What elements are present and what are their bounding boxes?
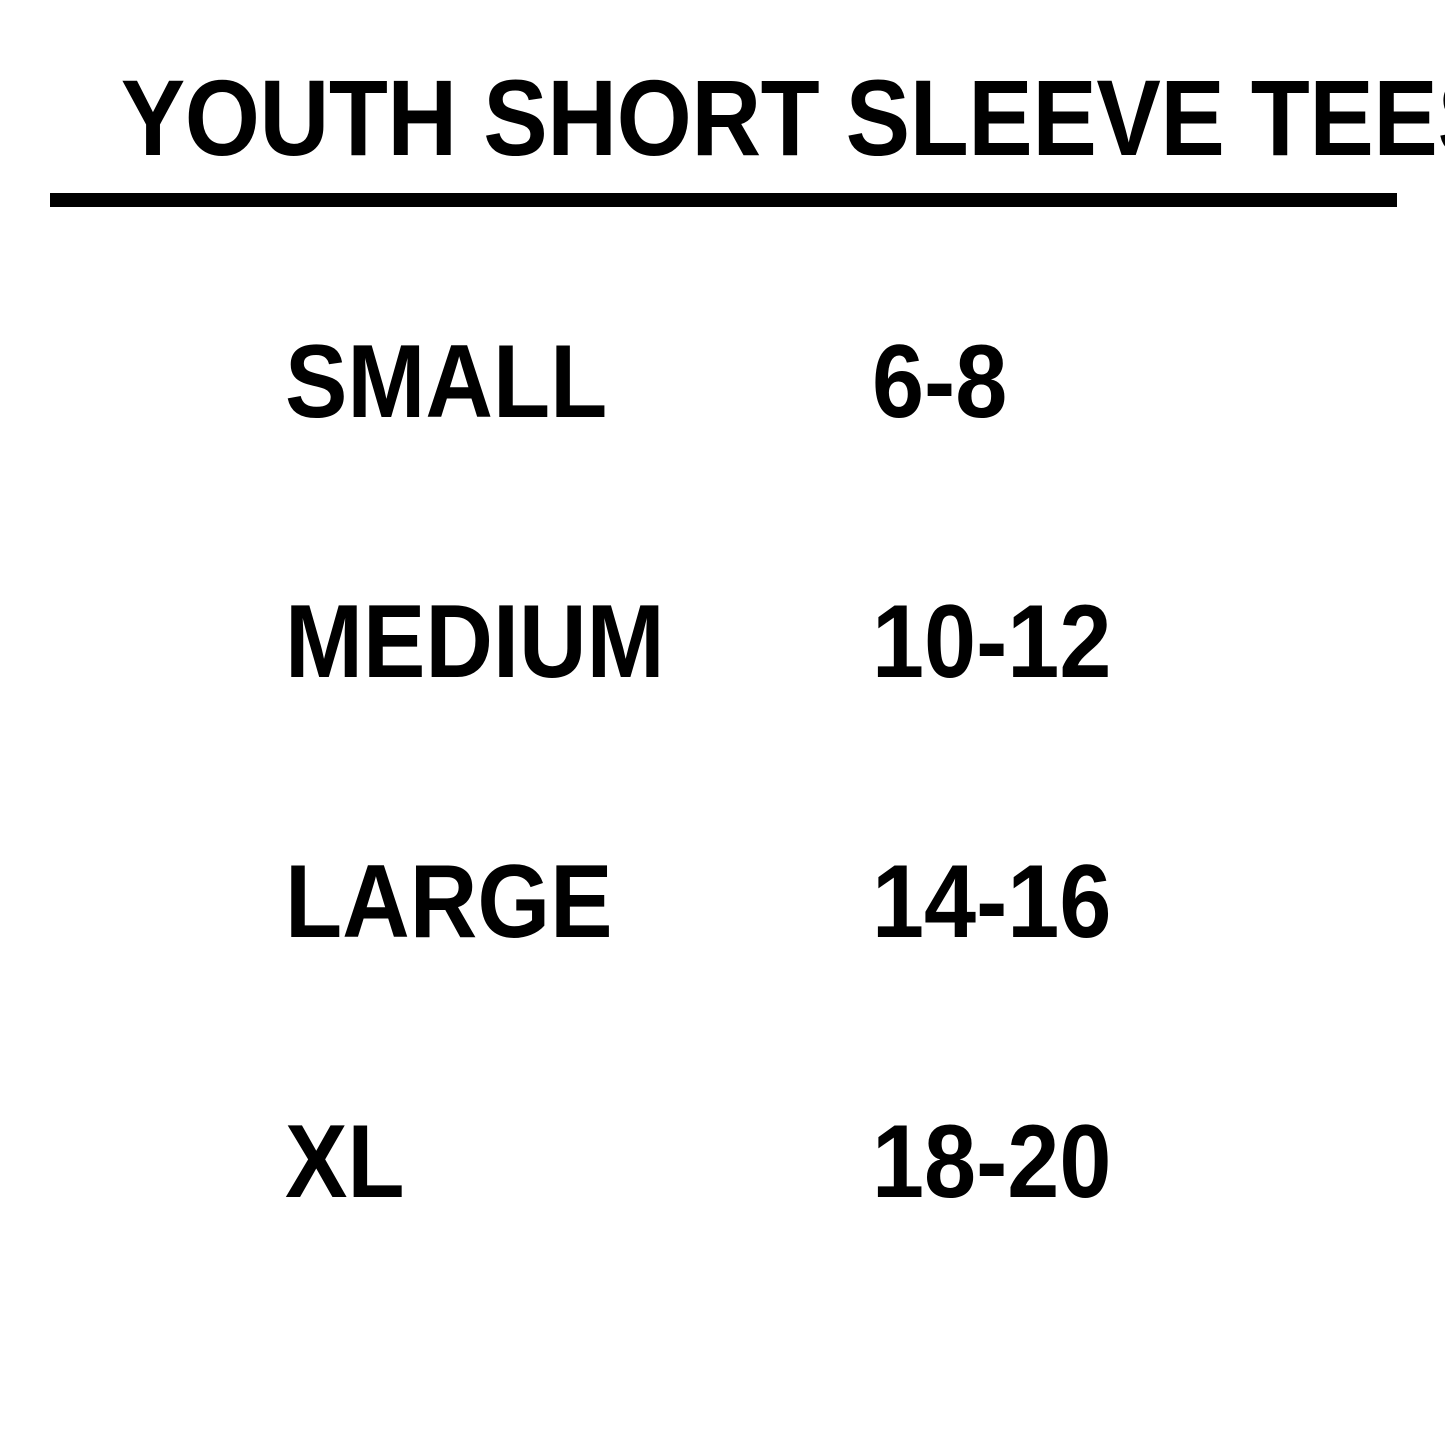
size-label: SMALL: [285, 324, 608, 440]
table-row: XL 18-20: [0, 1110, 1445, 1370]
size-value: 18-20: [872, 1104, 1112, 1220]
table-row: MEDIUM 10-12: [0, 590, 1445, 850]
size-label: MEDIUM: [285, 584, 665, 700]
chart-header: YOUTH SHORT SLEEVE TEES: [50, 57, 1445, 207]
title-divider: [50, 193, 1397, 207]
size-label: LARGE: [285, 844, 613, 960]
size-value: 6-8: [872, 324, 1008, 440]
size-table: SMALL 6-8 MEDIUM 10-12 LARGE 14-16 XL 18…: [0, 330, 1445, 1370]
page-title: YOUTH SHORT SLEEVE TEES: [120, 57, 1445, 178]
size-value: 14-16: [872, 844, 1112, 960]
size-value: 10-12: [872, 584, 1112, 700]
size-label: XL: [285, 1104, 405, 1220]
table-row: SMALL 6-8: [0, 330, 1445, 590]
table-row: LARGE 14-16: [0, 850, 1445, 1110]
